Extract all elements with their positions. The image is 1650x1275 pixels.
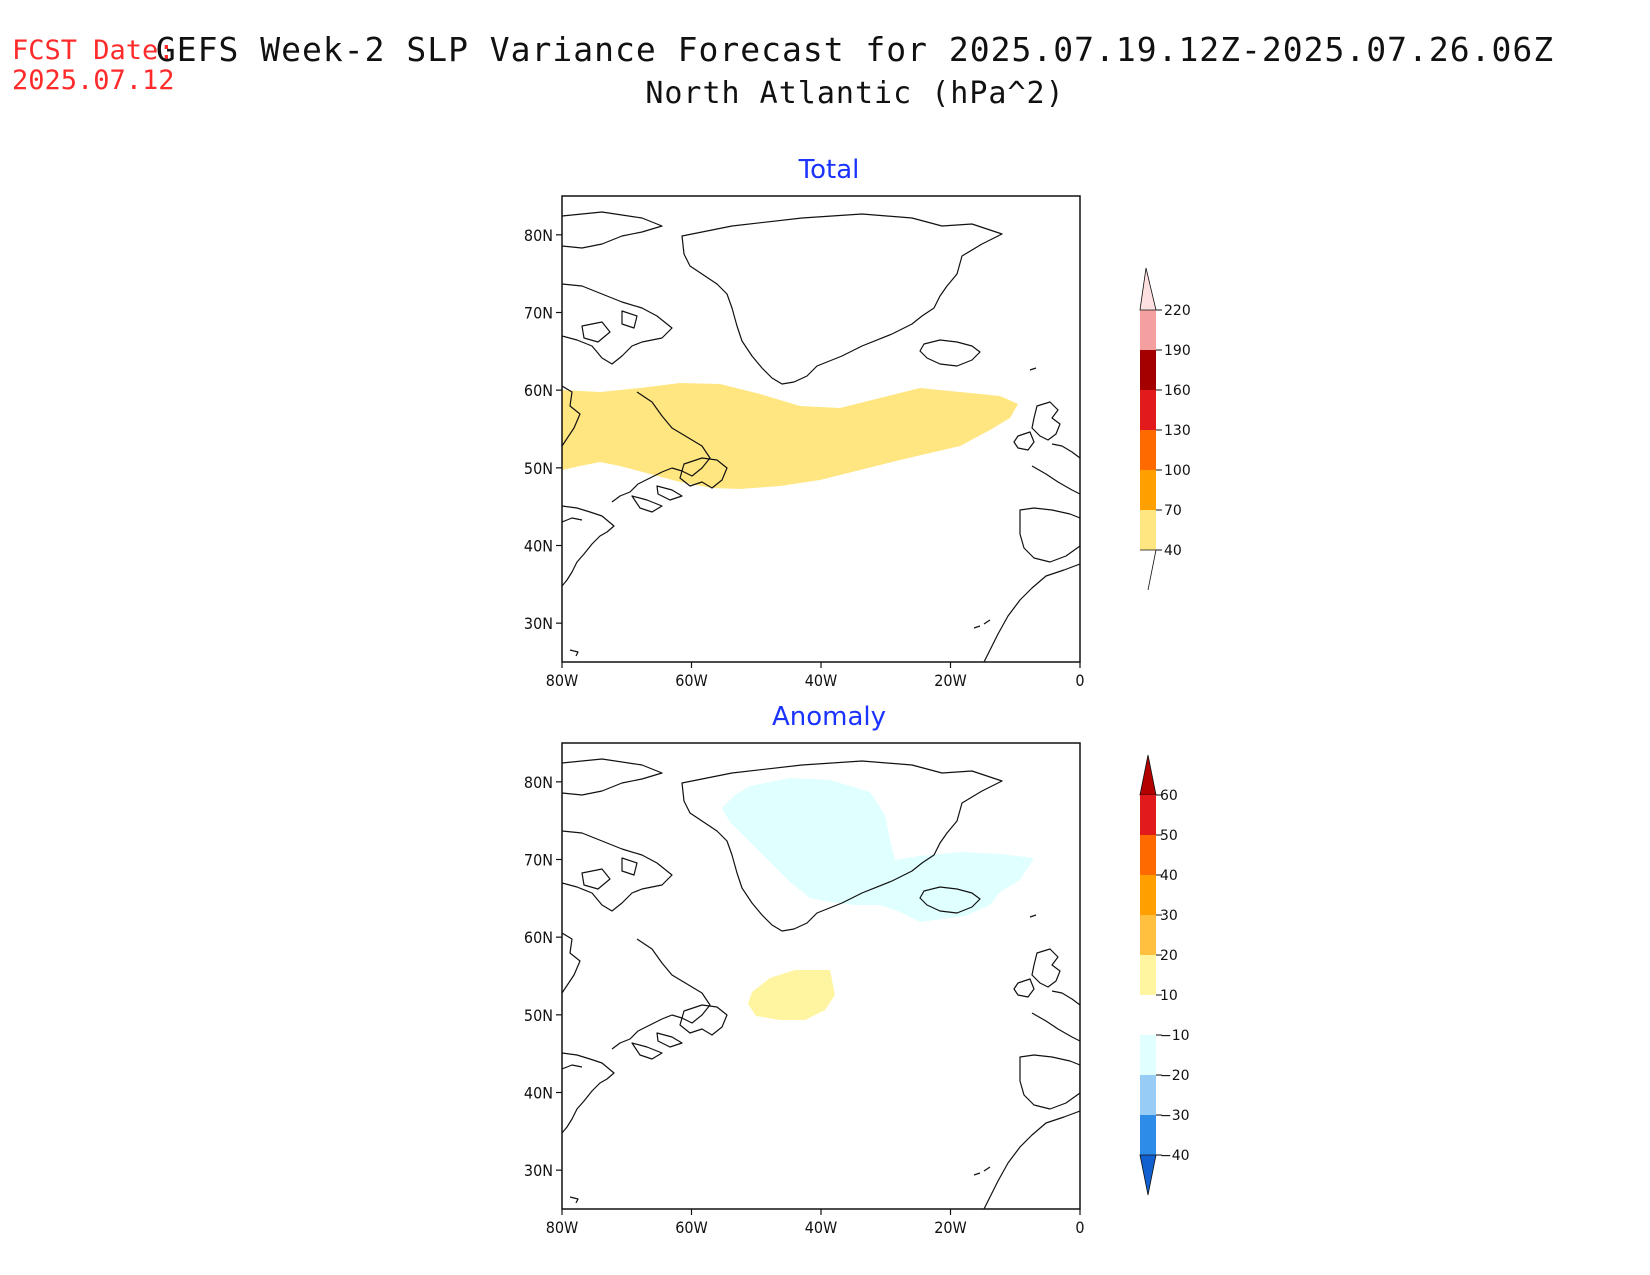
colorbar-segment <box>1140 470 1156 510</box>
colorbar-segment <box>1140 510 1156 550</box>
lat-tick-label: 30N <box>524 614 553 633</box>
colorbar-label: 30 <box>1160 908 1178 924</box>
colorbar-segment <box>1140 875 1156 915</box>
colorbar-label: 20 <box>1160 948 1178 964</box>
anomaly-map <box>562 743 1080 1209</box>
total-map <box>562 196 1080 662</box>
colorbar-label: 10 <box>1160 988 1178 1004</box>
total-colorbar: 40 70 100 130 160 190 220 <box>1139 267 1191 591</box>
colorbar-segment <box>1140 1115 1156 1155</box>
lat-tick-label: 40N <box>524 1084 553 1103</box>
colorbar-segment <box>1140 1075 1156 1115</box>
lon-tick-label: 80W <box>546 671 579 690</box>
panel-title-anomaly: Anomaly <box>772 702 886 732</box>
total-shade-40-70 <box>562 383 1018 489</box>
forecast-date-block: FCST Date: 2025.07.12 <box>12 36 175 96</box>
total-axis-ticks: 30N 40N 50N 60N 70N 80N 80W 60W 40W 20W 0 <box>524 226 1085 690</box>
colorbar-segment <box>1139 267 1157 311</box>
colorbar-label: 50 <box>1160 828 1178 844</box>
lon-tick-label: 60W <box>675 1218 708 1237</box>
colorbar-segment <box>1139 1154 1157 1196</box>
colorbar-label: 100 <box>1164 463 1191 479</box>
colorbar-segment <box>1140 795 1156 835</box>
lat-tick-label: 50N <box>524 459 553 478</box>
anomaly-axis-ticks: 30N 40N 50N 60N 70N 80N 80W 60W 40W 20W 0 <box>524 773 1085 1237</box>
colorbar-label: 190 <box>1164 343 1191 359</box>
lat-tick-label: 40N <box>524 537 553 556</box>
lon-tick-label: 0 <box>1075 1218 1084 1237</box>
lon-tick-label: 0 <box>1075 671 1084 690</box>
anomaly-shade-positive <box>748 970 835 1020</box>
main-subtitle: North Atlantic (hPa^2) <box>645 76 1065 111</box>
colorbar-label: −20 <box>1160 1068 1190 1084</box>
colorbar-bottom-end <box>1140 549 1157 591</box>
colorbar-label: 40 <box>1160 868 1178 884</box>
colorbar-label: −30 <box>1160 1108 1190 1124</box>
lon-tick-label: 20W <box>934 671 967 690</box>
colorbar-label: 220 <box>1164 303 1191 319</box>
lon-tick-label: 80W <box>546 1218 579 1237</box>
colorbar-segment <box>1140 350 1156 390</box>
anomaly-colorbar: 60 50 40 30 20 10 −10 −20 −30 −40 <box>1139 754 1190 1196</box>
panel-title-total: Total <box>798 155 860 185</box>
colorbar-segment <box>1140 390 1156 430</box>
forecast-date-value: 2025.07.12 <box>12 65 175 96</box>
colorbar-segment <box>1140 310 1156 350</box>
colorbar-label: −10 <box>1160 1028 1190 1044</box>
colorbar-segment <box>1140 995 1156 1035</box>
lon-tick-label: 60W <box>675 671 708 690</box>
lat-tick-label: 30N <box>524 1161 553 1180</box>
lon-tick-label: 40W <box>805 1218 838 1237</box>
lon-tick-label: 20W <box>934 1218 967 1237</box>
lat-tick-label: 80N <box>524 226 553 245</box>
colorbar-segment <box>1140 915 1156 955</box>
lat-tick-label: 50N <box>524 1006 553 1025</box>
colorbar-label: 40 <box>1164 543 1182 559</box>
colorbar-segment <box>1139 754 1157 796</box>
colorbar-segment <box>1140 430 1156 470</box>
colorbar-segment <box>1140 835 1156 875</box>
lon-tick-label: 40W <box>805 671 838 690</box>
anomaly-shade-negative <box>722 778 1034 922</box>
main-title: GEFS Week-2 SLP Variance Forecast for 20… <box>155 30 1555 69</box>
forecast-date-label: FCST Date: <box>12 35 175 66</box>
lat-tick-label: 60N <box>524 928 553 947</box>
colorbar-segment <box>1140 955 1156 995</box>
colorbar-label: 70 <box>1164 503 1182 519</box>
colorbar-label: 60 <box>1160 788 1178 804</box>
colorbar-label: 160 <box>1164 383 1191 399</box>
lat-tick-label: 60N <box>524 381 553 400</box>
colorbar-segment <box>1140 1035 1156 1075</box>
colorbar-label: −40 <box>1160 1148 1190 1164</box>
lat-tick-label: 70N <box>524 851 553 870</box>
lat-tick-label: 80N <box>524 773 553 792</box>
lat-tick-label: 70N <box>524 304 553 323</box>
colorbar-label: 130 <box>1164 423 1191 439</box>
